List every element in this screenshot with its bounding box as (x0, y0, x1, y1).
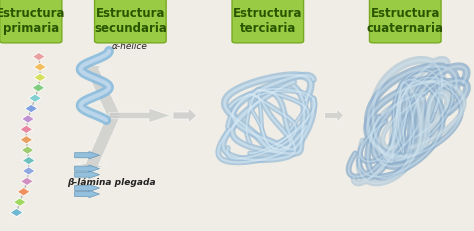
Polygon shape (17, 188, 30, 196)
Text: Estructura
secundaria: Estructura secundaria (94, 7, 167, 35)
Polygon shape (20, 125, 33, 134)
Polygon shape (34, 73, 46, 82)
Polygon shape (22, 167, 35, 175)
FancyArrow shape (75, 152, 100, 159)
Polygon shape (32, 84, 45, 92)
FancyBboxPatch shape (370, 0, 441, 43)
FancyArrow shape (78, 115, 120, 169)
Polygon shape (21, 146, 34, 154)
Text: Estructura
terciaria: Estructura terciaria (233, 7, 302, 35)
Text: β-lámina plegada: β-lámina plegada (67, 178, 155, 187)
Polygon shape (10, 208, 23, 217)
Polygon shape (22, 156, 35, 165)
Polygon shape (34, 63, 46, 71)
FancyArrow shape (75, 171, 100, 178)
Polygon shape (32, 52, 46, 61)
Polygon shape (20, 177, 33, 185)
FancyArrow shape (109, 108, 171, 123)
Polygon shape (13, 198, 26, 206)
Polygon shape (22, 115, 35, 123)
FancyArrow shape (75, 190, 100, 198)
Polygon shape (20, 136, 33, 144)
Text: Estructura
primaria: Estructura primaria (0, 7, 65, 35)
FancyBboxPatch shape (94, 0, 166, 43)
Text: α-hélice: α-hélice (111, 42, 147, 51)
FancyArrow shape (78, 65, 120, 116)
FancyArrow shape (75, 165, 100, 172)
FancyBboxPatch shape (0, 0, 62, 43)
FancyArrow shape (325, 109, 344, 122)
FancyArrow shape (173, 108, 197, 123)
Text: Estructura
cuaternaria: Estructura cuaternaria (367, 7, 444, 35)
Polygon shape (25, 104, 37, 113)
FancyBboxPatch shape (232, 0, 303, 43)
FancyArrow shape (75, 184, 100, 192)
Polygon shape (29, 94, 42, 102)
